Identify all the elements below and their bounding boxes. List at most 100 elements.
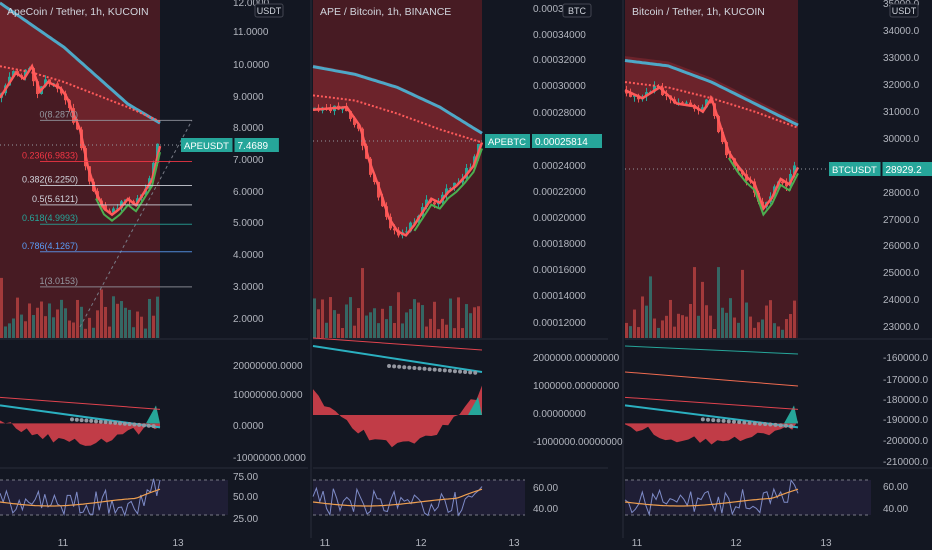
fib-level-label: 1(3.0153) (39, 276, 78, 286)
volume-bar (128, 309, 131, 338)
currency-label: USDT (257, 6, 282, 16)
oscillator-dot (432, 367, 437, 372)
candle-body (433, 202, 436, 205)
volume-bar (28, 303, 31, 338)
candle-body (405, 231, 408, 233)
pane-title: Bitcoin / Tether, 1h, KUCOIN (632, 6, 765, 18)
rsi-ma-line (312, 488, 483, 507)
price-tick-label: 0.00018000 (533, 239, 586, 250)
volume-bar (389, 305, 392, 338)
oscillator-dot (417, 366, 422, 371)
volume-bar (781, 329, 784, 338)
volume-bar (84, 328, 87, 338)
oscillator-dot (392, 364, 397, 369)
oscillator-area (313, 385, 482, 448)
last-price-badge (532, 134, 602, 148)
oscillator-tick-label: -200000.0 (883, 436, 928, 447)
volume-bar (437, 329, 440, 338)
volume-bar (705, 305, 708, 338)
price-tick-label: 0.00014000 (533, 291, 586, 302)
volume-bar (425, 326, 428, 338)
time-tick-label: 11 (632, 538, 643, 549)
pane-ape-usdt: 0(8.2870) 0.236(6.9833) 0.382(6.2250) 0.5(5… (0, 0, 308, 549)
oscillator-dot (397, 364, 402, 369)
volume-bar (753, 327, 756, 338)
volume-bar (769, 300, 772, 338)
volume-bar (136, 311, 139, 338)
volume-bar (737, 322, 740, 338)
candle-body (721, 132, 724, 143)
volume-bar (88, 317, 91, 338)
fib-level-label: 0.786(4.1267) (22, 241, 78, 251)
oscillator-dot (721, 418, 726, 423)
price-tick-label: 5.0000 (233, 218, 264, 229)
oscillator-dot (778, 423, 783, 428)
oscillator-slow-line (624, 396, 799, 410)
oscillator-tick-label: 10000000.0000 (233, 390, 303, 401)
volume-bar (96, 310, 99, 338)
oscillator-dot (94, 419, 98, 424)
oscillator-dot (747, 420, 752, 425)
price-tick-label: 0.00024000 (533, 161, 586, 172)
candle-body (437, 202, 440, 205)
volume-bar (329, 297, 332, 338)
volume-bar (449, 298, 452, 338)
price-tick-label: 33000.0 (883, 53, 920, 64)
oscillator-tick-label: -160000.0 (883, 353, 928, 364)
volume-bar (148, 298, 151, 338)
candle-body (453, 182, 456, 189)
candle-body (653, 85, 656, 92)
price-tick-label: 0.00028000 (533, 108, 586, 119)
volume-bar (116, 303, 119, 338)
oscillator-mid-line (624, 371, 799, 387)
price-tick-label: 10.0000 (233, 60, 270, 71)
volume-bar (713, 328, 716, 338)
volume-bar (68, 320, 71, 338)
oscillator-tick-label: -10000000.0000 (233, 453, 306, 464)
time-tick-label: 13 (508, 538, 520, 549)
candle-body (12, 71, 15, 77)
volume-bar (385, 319, 388, 338)
volume-bar (144, 328, 147, 338)
price-tick-label: 0.00030000 (533, 81, 586, 92)
oscillator-signal-line (312, 345, 483, 373)
volume-bar (749, 316, 752, 338)
volume-bar (100, 289, 103, 338)
volume-bar (20, 314, 23, 338)
oscillator-tick-label: 20000000.0000 (233, 361, 303, 372)
oscillator-dot (447, 368, 452, 373)
oscillator-dot (422, 366, 427, 371)
volume-bar (16, 297, 19, 338)
oscillator-slow-line (312, 337, 483, 351)
volume-bar (477, 306, 480, 338)
volume-bar (441, 318, 444, 338)
volume-bar (337, 313, 340, 338)
oscillator-tick-label: 2000000.00000000 (533, 353, 620, 364)
volume-bar (357, 308, 360, 338)
volume-bar (657, 327, 660, 338)
volume-bar (681, 315, 684, 338)
price-tick-label: 0.00020000 (533, 213, 586, 224)
volume-bar (413, 299, 416, 338)
currency-badge (562, 3, 592, 18)
volume-bar (401, 323, 404, 338)
volume-bar (649, 276, 652, 338)
symbol-badge-label: APEUSDT (184, 141, 229, 152)
volume-bar (12, 318, 15, 338)
volume-bar (317, 309, 320, 338)
volume-bar (717, 267, 720, 338)
price-tick-label: 7.0000 (233, 155, 264, 166)
support-line (727, 157, 799, 217)
oscillator-dot (79, 418, 84, 423)
symbol-badge-label: BTCUSDT (832, 165, 877, 176)
volume-bar (653, 318, 656, 338)
volume-bar (32, 315, 35, 338)
volume-bar (457, 297, 460, 338)
volume-bar (349, 297, 352, 338)
volume-bar (761, 319, 764, 338)
volume-bar (124, 307, 127, 338)
oscillator-dot (127, 422, 132, 427)
price-tick-label: 4.0000 (233, 250, 264, 261)
oscillator-dot (773, 422, 778, 427)
